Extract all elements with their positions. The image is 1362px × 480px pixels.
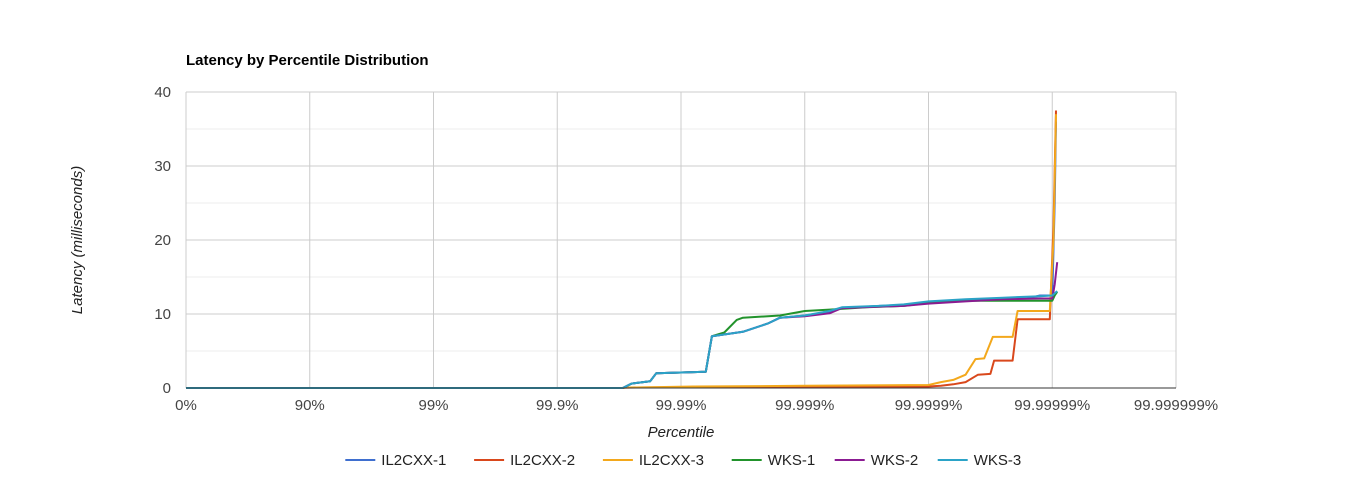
legend-item[interactable]: IL2CXX-1: [345, 452, 446, 469]
legend-label: IL2CXX-2: [510, 452, 575, 469]
x-tick-label: 0%: [175, 397, 197, 414]
y-axis-title: Latency (milliseconds): [69, 166, 86, 314]
chart-axes: 0 10 20 30 40 0% 90% 99% 99.9% 99.99% 99.999% 99.99…: [154, 84, 1218, 414]
chart-series: [186, 110, 1059, 389]
x-tick-label: 99.999999%: [1134, 397, 1218, 414]
chart-legend: IL2CXX-1 IL2CXX-2 IL2CXX-3 WKS-1 WKS-2 WKS-3: [345, 452, 1021, 469]
x-tick-label: 99.999%: [775, 397, 834, 414]
y-tick-label: 10: [154, 306, 171, 323]
y-tick-label: 20: [154, 232, 171, 249]
x-tick-label: 90%: [295, 397, 325, 414]
x-axis-title: Percentile: [648, 424, 715, 441]
x-tick-label: 99%: [418, 397, 448, 414]
legend-item[interactable]: WKS-2: [834, 452, 919, 469]
x-tick-label: 99.99999%: [1014, 397, 1090, 414]
chart-grid: [185, 91, 1177, 388]
legend-item[interactable]: IL2CXX-2: [474, 452, 575, 469]
legend-item[interactable]: IL2CXX-3: [602, 452, 704, 469]
legend-item[interactable]: WKS-3: [937, 452, 1022, 469]
x-tick-label: 99.9%: [536, 397, 579, 414]
legend-label: IL2CXX-3: [639, 452, 704, 469]
x-tick-label: 99.99%: [656, 397, 707, 414]
series-line-wks-3: [186, 290, 1058, 389]
chart-title: Latency by Percentile Distribution: [186, 52, 429, 69]
legend-label: WKS-3: [974, 452, 1022, 469]
y-tick-label: 30: [154, 158, 171, 175]
legend-item[interactable]: WKS-1: [731, 452, 816, 469]
y-tick-label: 0: [163, 380, 171, 397]
y-tick-label: 40: [154, 84, 171, 101]
x-tick-label: 99.9999%: [895, 397, 963, 414]
series-line-il2cxx-3: [186, 114, 1057, 389]
legend-label: WKS-2: [871, 452, 919, 469]
legend-label: WKS-1: [768, 452, 816, 469]
legend-label: IL2CXX-1: [381, 452, 446, 469]
